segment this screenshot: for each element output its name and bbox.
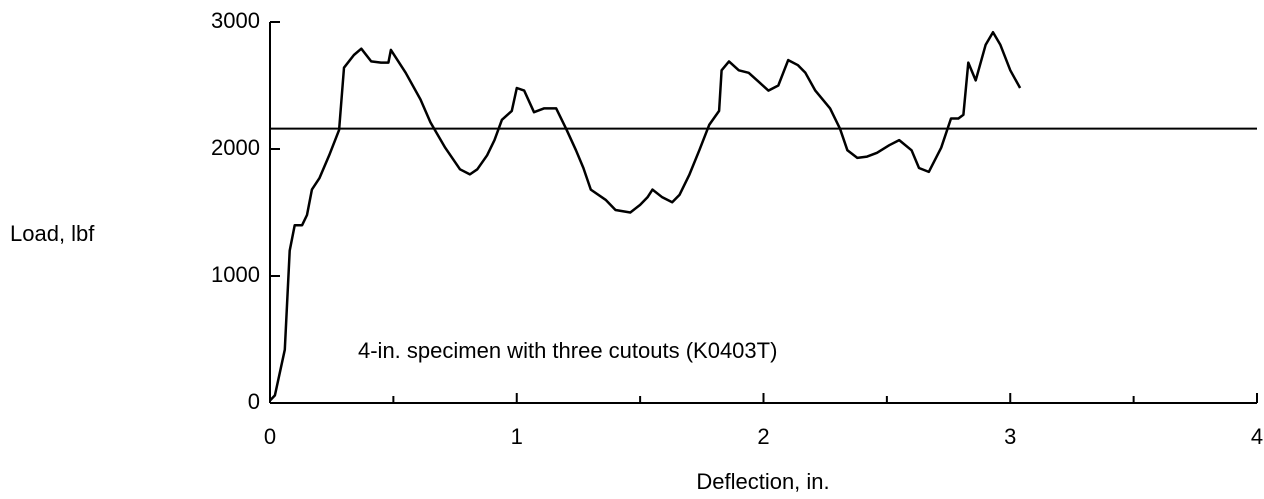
x-tick-label: 1 (511, 424, 523, 449)
x-tick-label: 3 (1004, 424, 1016, 449)
y-tick-label: 2000 (211, 135, 260, 160)
x-axis-label: Deflection, in. (696, 469, 829, 494)
x-tick-label: 0 (264, 424, 276, 449)
y-axis-label: Load, lbf (10, 221, 95, 246)
x-tick-label: 4 (1251, 424, 1263, 449)
x-tick-label: 2 (757, 424, 769, 449)
y-tick-label: 3000 (211, 8, 260, 33)
y-tick-label: 0 (248, 389, 260, 414)
annotation: 4-in. specimen with three cutouts (K0403… (358, 338, 777, 363)
y-tick-label: 1000 (211, 262, 260, 287)
data-line (269, 30, 1022, 402)
